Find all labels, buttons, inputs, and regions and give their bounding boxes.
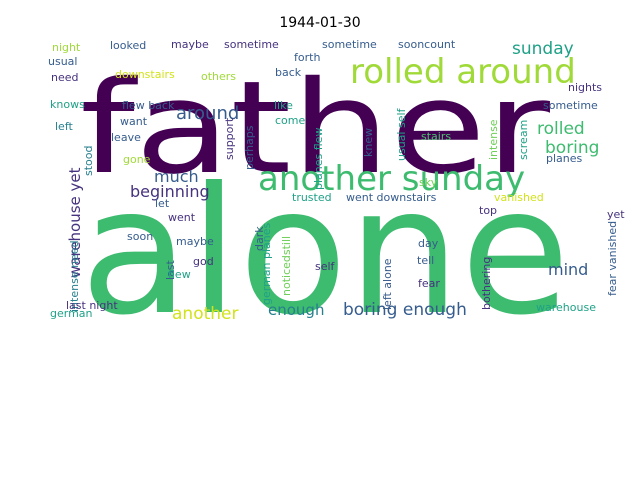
word-soon-56: soon — [127, 230, 153, 243]
chart-title: 1944-01-30 — [279, 15, 360, 31]
word-scream-43: scream — [517, 120, 530, 160]
word-german-73: german — [50, 307, 93, 320]
word-let-48: let — [155, 197, 170, 210]
word-around-7: around — [176, 103, 239, 124]
word-intense-need-63: intense need — [68, 240, 81, 312]
word-rolled-around-2: rolled around — [350, 52, 576, 92]
word-father-1: father — [80, 54, 550, 203]
word-bothering-67: bothering — [480, 257, 493, 310]
word-went-downstairs-50: went downstairs — [346, 191, 437, 204]
word-left-33: left — [55, 120, 74, 133]
word-day-62: day — [418, 237, 439, 250]
word-beginning-9: beginning — [130, 182, 210, 201]
word-come-36: come — [275, 114, 305, 127]
word-last-58: last — [164, 259, 177, 280]
word-knew-37: knew — [362, 128, 375, 157]
word-vanished-51: vanished — [494, 191, 544, 204]
word-maybe-17: maybe — [171, 38, 209, 51]
word-leave-38: leave — [111, 131, 141, 144]
word-sometime-20: sometime — [322, 38, 377, 51]
word-german-planes-59: german planes — [260, 222, 273, 305]
word-sky-47: sky — [419, 176, 438, 189]
word-others-24: others — [201, 70, 236, 83]
word-need-26: need — [51, 71, 79, 84]
word-sooncount-21: sooncount — [398, 38, 456, 51]
word-another-sunday-3: another sunday — [258, 159, 525, 199]
word-forth-19: forth — [294, 51, 320, 64]
word-support-35: support — [223, 117, 236, 160]
word-stairs-41: stairs — [421, 130, 451, 143]
word-looked-16: looked — [110, 39, 146, 52]
word-left-alone-61: left alone — [381, 258, 394, 310]
word-much-8: much — [154, 167, 199, 186]
word-flew-back-29: flew back — [122, 99, 175, 112]
word-intense-42: intense — [487, 119, 500, 160]
word-top-53: top — [479, 204, 497, 217]
word-knows-28: knows — [50, 98, 85, 111]
word-fear-70: fear — [418, 277, 440, 290]
word-like-30: like — [274, 99, 293, 112]
word-usual-22: usual — [48, 55, 77, 68]
word-sometime-32: sometime — [543, 99, 598, 112]
word-back-25: back — [275, 66, 302, 79]
word-stood-45: stood — [82, 146, 95, 177]
word-sometime-18: sometime — [224, 38, 279, 51]
word-nights-27: nights — [568, 81, 602, 94]
word-god-65: god — [193, 255, 214, 268]
word-mind-11: mind — [548, 260, 588, 279]
word-sunday-4: sunday — [512, 39, 574, 59]
word-trusted-49: trusted — [292, 191, 332, 204]
word-perhaps-39: perhaps — [243, 125, 256, 170]
word-gone-46: gone — [123, 153, 151, 166]
word-enough-13: enough — [268, 301, 324, 319]
word-maybe-64: maybe — [176, 235, 214, 248]
word-dark-57: dark — [253, 226, 266, 251]
word-flew-68: flew — [168, 268, 191, 281]
word-want-34: want — [120, 115, 148, 128]
word-self-69: self — [315, 260, 336, 273]
word-downstairs-23: downstairs — [115, 68, 175, 81]
word-yet-54: yet — [607, 208, 625, 221]
word-another-12: another — [172, 304, 238, 324]
word-boring-enough-14: boring enough — [343, 300, 467, 320]
word-boring-6: boring — [545, 138, 599, 158]
word-last-night-71: last night — [66, 299, 118, 312]
word-fear-vanished-55: fear vanished — [606, 221, 619, 296]
word-usual-self-31: usual self — [395, 107, 408, 161]
word-planes-flew-40: planes flew — [312, 128, 325, 190]
word-warehouse-72: warehouse — [536, 301, 596, 314]
word-planes-44: planes — [546, 152, 583, 165]
word-alone-0: alone — [80, 151, 570, 354]
word-warehouse-yet-10: warehouse yet — [66, 167, 84, 278]
word-rolled-5: rolled — [537, 119, 585, 139]
word-went-52: went — [168, 211, 196, 224]
word-tell-66: tell — [417, 254, 434, 267]
word-noticedstill-60: noticedstill — [280, 236, 293, 296]
word-night-15: night — [52, 41, 81, 54]
